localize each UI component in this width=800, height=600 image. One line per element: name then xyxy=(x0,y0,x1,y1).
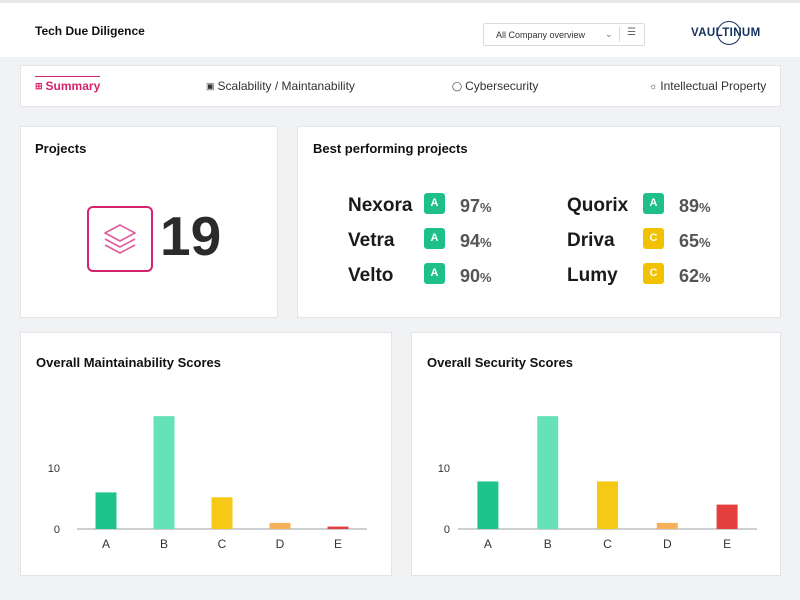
company-select[interactable]: All Company overview ⌄ ☰ xyxy=(483,23,645,46)
y-tick-label: 0 xyxy=(54,524,60,536)
logo-text: VAULTINUM xyxy=(691,27,761,39)
tab-label: Intellectual Property xyxy=(660,79,767,93)
score-value: 97 xyxy=(460,196,481,216)
top-bar: Tech Due Diligence All Company overview … xyxy=(0,0,800,57)
maintainability-chart: 0 10 A B C D E xyxy=(48,416,367,551)
project-name: Quorix xyxy=(567,195,629,216)
score-unit: % xyxy=(699,270,711,285)
x-tick-label: A xyxy=(102,537,110,551)
security-chart-card: Overall Security Scores 0 10 A B C D E xyxy=(411,332,781,576)
score-value: 94 xyxy=(460,231,481,251)
grade-badge: C xyxy=(643,263,664,284)
grade-badge: A xyxy=(643,193,664,214)
menu-icon[interactable]: ☰ xyxy=(627,27,636,38)
project-name: Lumy xyxy=(567,265,618,286)
project-score: 89% xyxy=(679,196,711,217)
bar-C[interactable] xyxy=(211,497,233,529)
grade-badge: C xyxy=(643,228,664,249)
maintainability-chart-title: Overall Maintainability Scores xyxy=(36,355,221,370)
score-value: 65 xyxy=(679,231,700,251)
best-performing-title: Best performing projects xyxy=(313,141,468,156)
projects-count: 19 xyxy=(160,205,222,267)
tab-label: Cybersecurity xyxy=(465,79,539,93)
vaultinum-logo: VAULTINUM xyxy=(686,19,772,47)
x-tick-label: B xyxy=(160,537,168,551)
bar-B[interactable] xyxy=(537,416,559,529)
score-unit: % xyxy=(480,235,492,250)
x-tick-label: D xyxy=(663,537,672,551)
x-tick-label: A xyxy=(484,537,492,551)
project-score: 94% xyxy=(460,231,492,252)
score-value: 90 xyxy=(460,266,481,286)
project-name: Nexora xyxy=(348,195,413,216)
y-tick-label: 10 xyxy=(438,463,450,475)
x-tick-label: E xyxy=(334,537,342,551)
tab-cybersecurity[interactable]: ◯ Cybersecurity xyxy=(452,79,538,93)
score-unit: % xyxy=(480,200,492,215)
score-unit: % xyxy=(699,235,711,250)
best-performing-card: Best performing projects Nexora A 97% Vetra… xyxy=(297,126,781,318)
bar-D[interactable] xyxy=(269,522,291,529)
tab-label: Summary xyxy=(45,79,101,93)
summary-grid-icon: ⊞ xyxy=(35,80,43,91)
select-divider xyxy=(619,27,620,42)
code-window-icon: ▣ xyxy=(206,80,215,91)
bar-A[interactable] xyxy=(477,481,499,529)
bar-C[interactable] xyxy=(597,481,618,529)
bar-E[interactable] xyxy=(327,526,349,529)
project-name: Vetra xyxy=(348,230,395,251)
layers-icon xyxy=(87,206,153,272)
project-score: 62% xyxy=(679,266,711,287)
lightbulb-icon: ☼ xyxy=(649,80,658,91)
y-tick-label: 0 xyxy=(444,524,450,536)
bar-D[interactable] xyxy=(656,522,678,529)
security-chart: 0 10 A B C D E xyxy=(438,416,757,551)
x-tick-label: C xyxy=(218,537,227,551)
project-name: Driva xyxy=(567,230,615,251)
tab-label: Scalability / Maintanability xyxy=(217,79,355,93)
projects-title: Projects xyxy=(35,141,87,156)
projects-card: Projects 19 xyxy=(20,126,278,318)
score-unit: % xyxy=(699,200,711,215)
bar-A[interactable] xyxy=(95,492,117,529)
company-select-value: All Company overview xyxy=(496,30,586,40)
y-tick-label: 10 xyxy=(48,463,60,475)
grade-badge: A xyxy=(424,228,445,249)
x-tick-label: E xyxy=(723,537,731,551)
bar-E[interactable] xyxy=(716,504,738,529)
maintainability-chart-card: Overall Maintainability Scores 0 10 A B C D E xyxy=(20,332,392,576)
section-tabs: ⊞ Summary ▣ Scalability / Maintanability… xyxy=(20,65,781,107)
x-tick-label: D xyxy=(276,537,285,551)
x-tick-label: B xyxy=(544,537,552,551)
security-chart-title: Overall Security Scores xyxy=(427,355,573,370)
tab-scalability[interactable]: ▣ Scalability / Maintanability xyxy=(206,79,355,93)
tab-intellectual-property[interactable]: ☼ Intellectual Property xyxy=(649,79,766,93)
bar-B[interactable] xyxy=(153,416,175,529)
grade-badge: A xyxy=(424,193,445,214)
logo-ring-icon xyxy=(717,21,741,45)
x-tick-label: C xyxy=(603,537,612,551)
score-value: 89 xyxy=(679,196,700,216)
app-title: Tech Due Diligence xyxy=(35,24,145,38)
chevron-down-icon[interactable]: ⌄ xyxy=(605,29,613,39)
project-score: 65% xyxy=(679,231,711,252)
project-score: 97% xyxy=(460,196,492,217)
tab-summary[interactable]: ⊞ Summary xyxy=(35,76,101,93)
score-value: 62 xyxy=(679,266,700,286)
score-unit: % xyxy=(480,270,492,285)
project-name: Velto xyxy=(348,265,394,286)
project-score: 90% xyxy=(460,266,492,287)
grade-badge: A xyxy=(424,263,445,284)
shield-icon: ◯ xyxy=(452,80,463,91)
